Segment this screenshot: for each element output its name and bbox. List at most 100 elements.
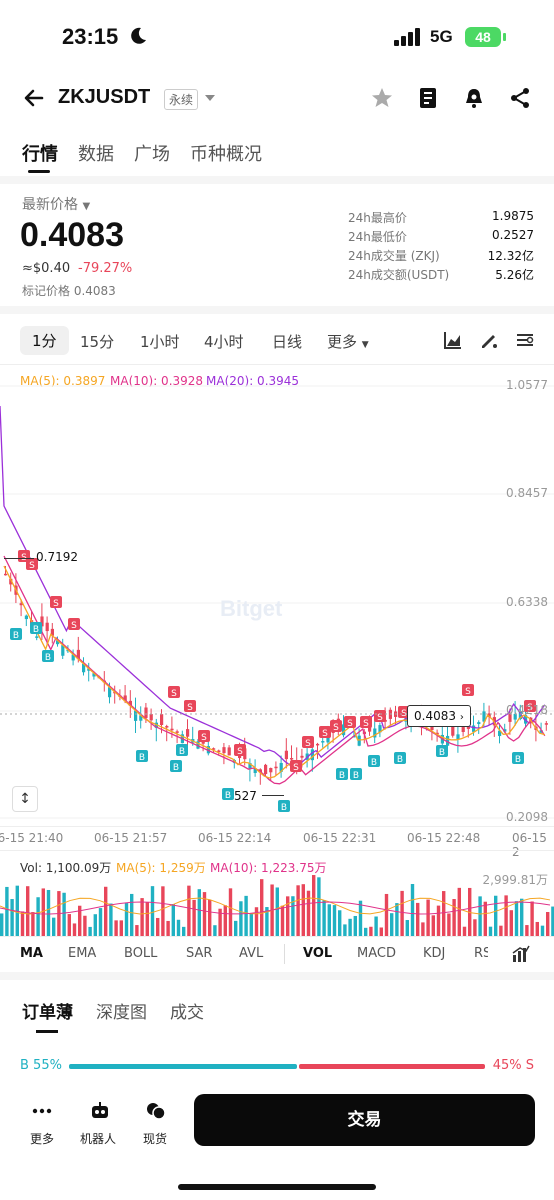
indicator-kdj[interactable]: KDJ: [423, 946, 446, 961]
candle-body: [373, 728, 377, 738]
x-axis-label: 06-15 2: [512, 831, 547, 859]
candle-body: [321, 741, 325, 743]
interval-1h[interactable]: 1小时: [140, 333, 180, 351]
settings-sliders-icon[interactable]: [515, 330, 535, 350]
volume-bar: [52, 917, 56, 936]
indicator-vol[interactable]: VOL: [303, 946, 333, 961]
star-icon[interactable]: [370, 86, 394, 110]
volume-bar: [540, 925, 545, 936]
spot-label[interactable]: 现货: [143, 1132, 168, 1146]
more-label[interactable]: 更多: [30, 1132, 55, 1146]
last-price: 0.4083: [20, 216, 124, 254]
interval-more[interactable]: 更多 ▼: [327, 333, 369, 351]
y-axis-label: 0.6338: [506, 595, 548, 609]
status-bar: 23:15 5G 48: [0, 0, 554, 76]
notebook-icon[interactable]: [416, 86, 440, 110]
interval-15m[interactable]: 15分: [80, 333, 115, 351]
interval-4h[interactable]: 4小时: [204, 333, 244, 351]
volume-bar: [208, 899, 212, 936]
volume-bar: [504, 895, 508, 936]
svg-text:B: B: [371, 758, 377, 768]
sell-marker: S: [26, 558, 38, 571]
candle-body: [446, 735, 450, 746]
status-time: 23:15: [62, 24, 119, 49]
svg-text:S: S: [237, 747, 243, 757]
tab-market[interactable]: 行情: [22, 144, 58, 165]
indicator-ma[interactable]: MA: [20, 946, 43, 961]
more-dots-icon[interactable]: [31, 1101, 53, 1121]
y-axis-label: 0.4218: [506, 703, 548, 717]
svg-text:S: S: [29, 561, 35, 571]
home-indicator: [178, 1184, 376, 1190]
indicator-sar[interactable]: SAR: [186, 946, 213, 961]
indicator-avl[interactable]: AVL: [239, 946, 264, 961]
volume-ma10-line: [0, 901, 551, 915]
candle-body: [472, 725, 476, 732]
volume-ma10-legend: MA(10): 1,223.75万: [210, 861, 327, 875]
robot-icon[interactable]: [89, 1101, 111, 1121]
svg-text:S: S: [527, 703, 533, 713]
tab-coin-overview[interactable]: 币种概况: [190, 144, 262, 165]
spot-coins-icon[interactable]: [145, 1101, 167, 1121]
buy-marker: B: [222, 788, 234, 801]
indicator-ema[interactable]: EMA: [68, 946, 97, 961]
back-arrow-icon[interactable]: [22, 86, 46, 110]
tab-trades[interactable]: 成交: [170, 1003, 204, 1023]
interval-1m[interactable]: 1分: [20, 326, 69, 355]
candle-body: [35, 636, 39, 638]
candlestick-chart[interactable]: Bitget BBBSSSSBBBSSSBSBSSSBBBBSSSSSBSBS: [0, 366, 554, 826]
svg-text:S: S: [363, 719, 369, 729]
volume-bar: [41, 888, 45, 936]
chevron-down-icon[interactable]: [204, 93, 216, 103]
pair-symbol[interactable]: ZKJUSDT: [58, 86, 151, 108]
candle-body: [165, 726, 169, 728]
contract-type-badge: 永续: [164, 89, 199, 110]
tab-data[interactable]: 数据: [78, 144, 114, 165]
tab-square[interactable]: 广场: [134, 144, 170, 165]
volume-bar: [390, 913, 394, 936]
tab-underline: [28, 170, 50, 173]
share-icon[interactable]: [508, 86, 532, 110]
candle-body: [24, 615, 28, 620]
svg-text:S: S: [305, 739, 311, 749]
volume-bar: [78, 905, 82, 936]
indicator-settings-icon[interactable]: [512, 945, 530, 963]
interval-day[interactable]: 日线: [272, 333, 303, 351]
volume-bar: [478, 896, 482, 936]
candle-body: [544, 723, 548, 725]
svg-text:B: B: [225, 791, 231, 801]
svg-text:B: B: [439, 748, 445, 758]
volume-bar: [20, 911, 25, 936]
indicator-macd[interactable]: MACD: [357, 946, 396, 961]
tab-orderbook[interactable]: 订单薄: [22, 1003, 73, 1023]
volume-bar: [306, 890, 311, 936]
trade-button[interactable]: 交易: [194, 1094, 535, 1146]
moon-icon: [131, 27, 146, 44]
tab-depth-chart[interactable]: 深度图: [96, 1003, 147, 1023]
svg-text:S: S: [347, 719, 353, 729]
candle-body: [212, 748, 216, 750]
volume-bar: [114, 920, 118, 936]
latest-price-label[interactable]: 最新价格 ▼: [22, 197, 91, 213]
volume-bar: [468, 887, 472, 936]
sell-marker: S: [360, 716, 372, 729]
volume-bar: [384, 893, 389, 936]
volume-bar: [426, 899, 430, 936]
draw-tool-icon[interactable]: [479, 330, 499, 350]
volume-bar: [176, 919, 181, 936]
chart-type-icon[interactable]: [443, 330, 463, 350]
indicator-boll[interactable]: BOLL: [124, 946, 158, 961]
bell-icon[interactable]: [462, 86, 486, 110]
stat-value: 0.2527: [492, 228, 534, 242]
current-price-tag[interactable]: 0.4083 ›: [407, 705, 471, 727]
bot-label[interactable]: 机器人: [80, 1132, 117, 1146]
expand-vertical-icon[interactable]: ↕: [12, 786, 38, 812]
sell-ratio-bar: [299, 1064, 485, 1069]
candle-body: [92, 673, 96, 677]
sell-marker: S: [302, 736, 314, 749]
candle-body: [378, 725, 382, 733]
sell-marker: S: [290, 760, 302, 773]
indicator-rsi[interactable]: RS: [474, 946, 488, 961]
volume-bar: [182, 926, 186, 936]
volume-bar: [46, 889, 51, 936]
